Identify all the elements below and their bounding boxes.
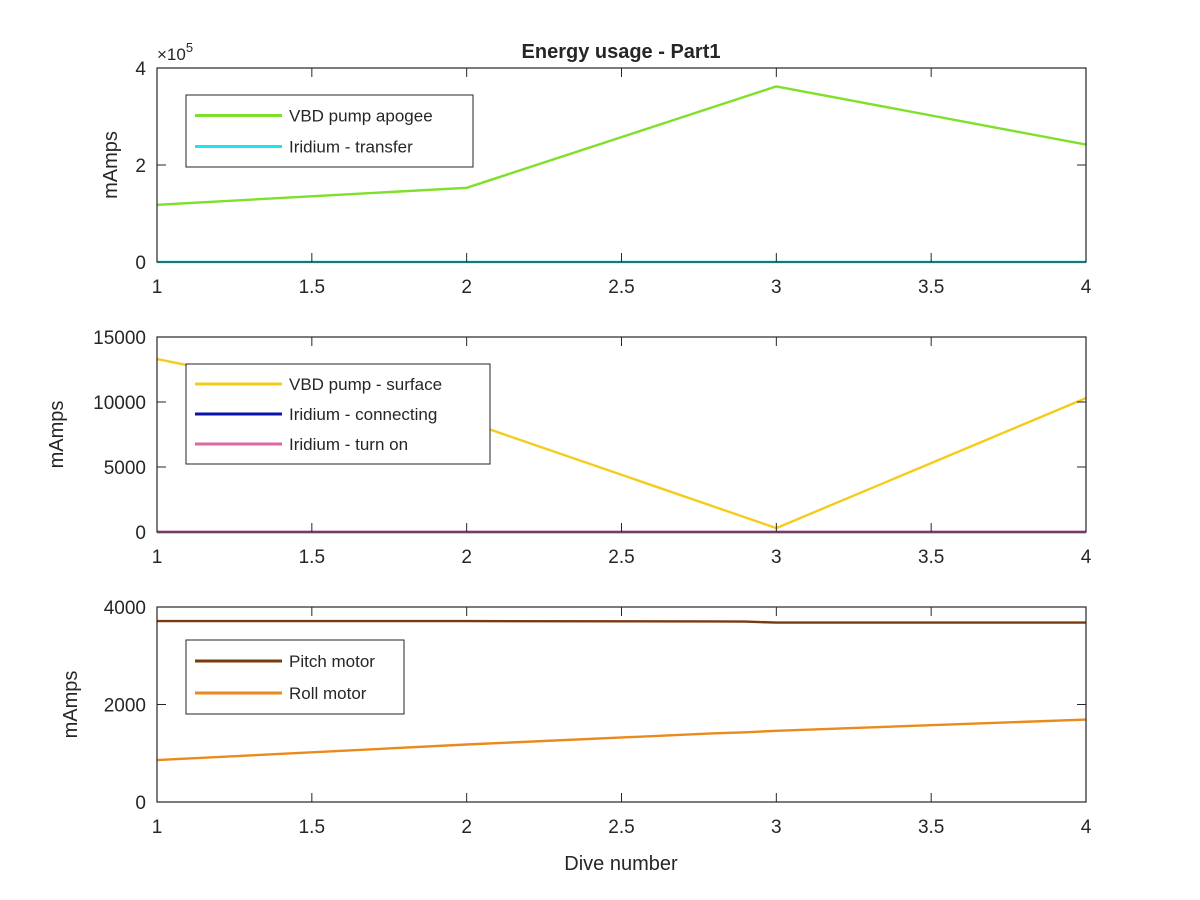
subplot-3: 1 1.5 2 2.5 3 3.5 4 0 2000 4000 mAmps Pitch motor Ro… (60, 598, 1092, 838)
y-tick-label: 5000 (104, 458, 146, 479)
x-tick-label: 3 (771, 547, 782, 568)
y-tick-label: 4000 (104, 598, 146, 619)
series-line-pitch-motor (157, 619, 1086, 624)
x-tick-label: 4 (1081, 277, 1092, 298)
x-tick-label: 1 (152, 547, 163, 568)
y-tick-label: 0 (135, 253, 146, 274)
legend: VBD pump - surface Iridium - connecting Ir… (185, 363, 491, 465)
y-tick-label: 15000 (93, 328, 146, 349)
y-exponent-power: 5 (186, 40, 193, 55)
legend-label: VBD pump apogee (289, 107, 433, 126)
y-ticks: 0 2 4 (135, 59, 1086, 274)
legend-label: Iridium - turn on (289, 435, 408, 454)
y-ticks: 0 2000 4000 (104, 598, 1086, 814)
x-ticks: 1 1.5 2 2.5 3 3.5 4 (152, 607, 1092, 838)
x-tick-label: 1.5 (299, 817, 325, 838)
series-lines (156, 619, 1087, 762)
x-tick-label: 3.5 (918, 277, 944, 298)
legend-box (185, 94, 474, 168)
y-tick-label: 2000 (104, 696, 146, 717)
legend-label: Iridium - connecting (289, 405, 437, 424)
y-tick-label: 4 (135, 59, 146, 80)
subplot-2: 1 1.5 2 2.5 3 3.5 4 0 5000 10000 15000 mAmps VBD pum… (46, 328, 1092, 568)
y-axis-label: mAmps (46, 401, 68, 469)
series-line-roll-motor (156, 718, 1087, 762)
x-tick-label: 2.5 (608, 817, 634, 838)
legend: VBD pump apogee Iridium - transfer (185, 94, 474, 168)
y-exponent-label: ×105 (157, 40, 193, 64)
x-tick-label: 2 (461, 277, 472, 298)
y-tick-label: 0 (135, 523, 146, 544)
subplot-1: 1 1.5 2 2.5 3 3.5 4 0 2 4 ×105 mAmps VBD pump apogee… (100, 40, 1092, 298)
x-tick-label: 1.5 (299, 277, 325, 298)
legend-label: Pitch motor (289, 652, 375, 671)
y-tick-label: 10000 (93, 393, 146, 414)
subplot-panels: 1 1.5 2 2.5 3 3.5 4 0 2 4 ×105 mAmps VBD pump apogee… (46, 40, 1092, 838)
x-tick-label: 2.5 (608, 277, 634, 298)
x-tick-label: 1 (152, 817, 163, 838)
y-axis-label: mAmps (100, 131, 122, 199)
figure-title: Energy usage - Part1 (522, 41, 721, 63)
x-tick-label: 3 (771, 817, 782, 838)
x-tick-label: 4 (1081, 547, 1092, 568)
y-tick-label: 0 (135, 793, 146, 814)
x-tick-label: 4 (1081, 817, 1092, 838)
x-tick-label: 2 (461, 817, 472, 838)
legend-label: VBD pump - surface (289, 375, 442, 394)
x-tick-label: 2.5 (608, 547, 634, 568)
y-ticks: 0 5000 10000 15000 (93, 328, 1086, 544)
x-tick-label: 3 (771, 277, 782, 298)
x-axis-label: Dive number (564, 853, 678, 875)
x-tick-label: 2 (461, 547, 472, 568)
x-tick-label: 3.5 (918, 547, 944, 568)
y-axis-label: mAmps (60, 671, 82, 739)
legend-box (185, 639, 405, 715)
x-tick-label: 1.5 (299, 547, 325, 568)
x-ticks: 1 1.5 2 2.5 3 3.5 4 (152, 337, 1092, 568)
y-tick-label: 2 (135, 156, 146, 177)
x-tick-label: 3.5 (918, 817, 944, 838)
legend-label: Iridium - transfer (289, 138, 413, 157)
x-ticks: 1 1.5 2 2.5 3 3.5 4 (152, 68, 1092, 298)
legend: Pitch motor Roll motor (185, 639, 405, 715)
series-line-vbd-pump-apogee (156, 85, 1087, 206)
x-tick-label: 1 (152, 277, 163, 298)
legend-label: Roll motor (289, 684, 367, 703)
